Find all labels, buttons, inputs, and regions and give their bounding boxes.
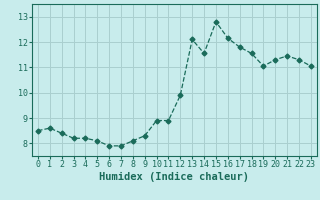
X-axis label: Humidex (Indice chaleur): Humidex (Indice chaleur) <box>100 172 249 182</box>
